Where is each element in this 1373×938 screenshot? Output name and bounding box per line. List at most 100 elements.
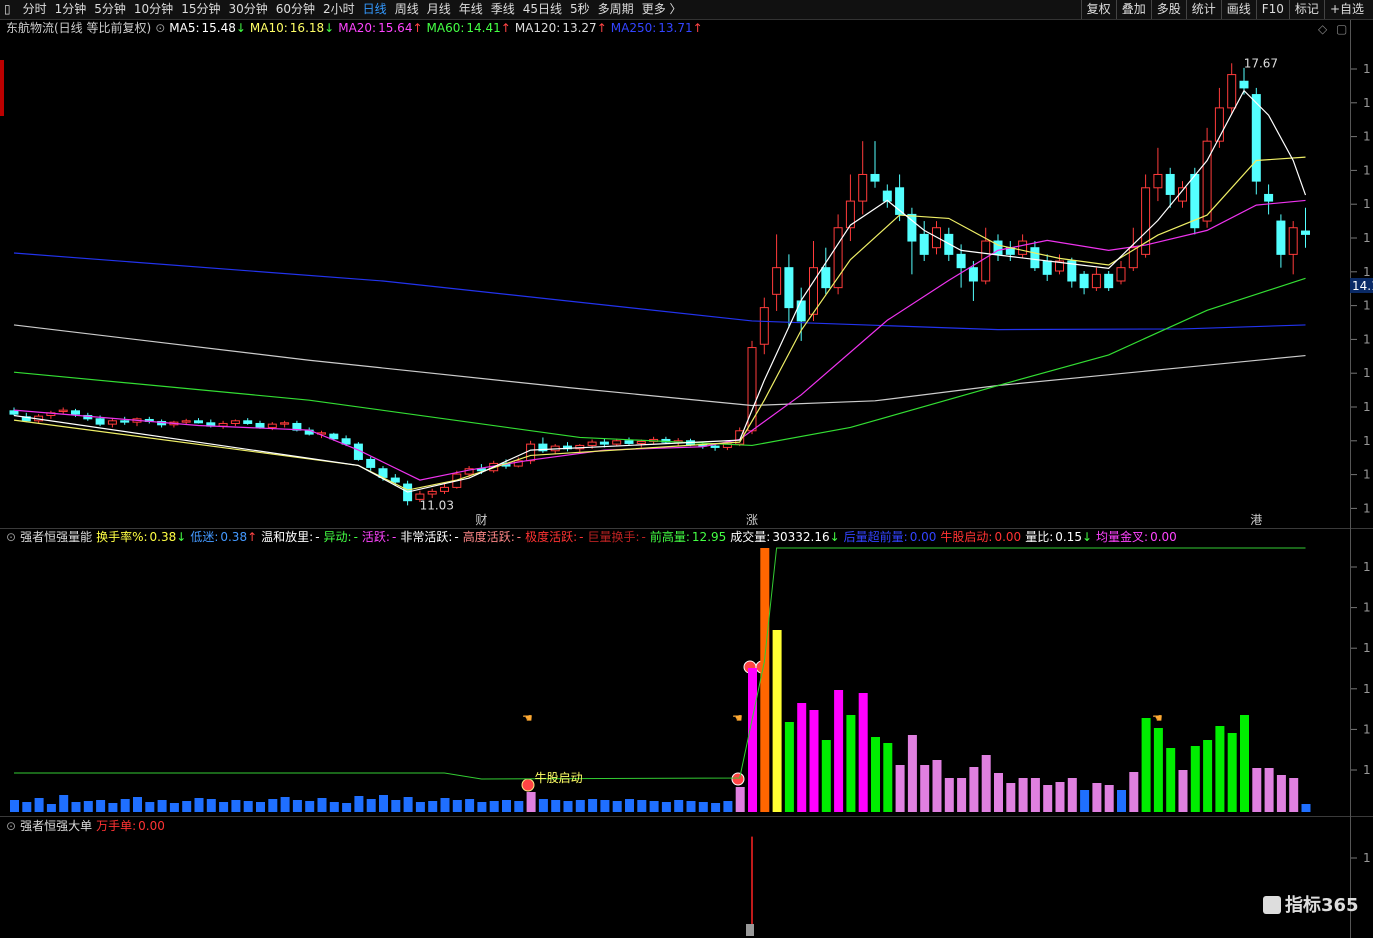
panel-icon[interactable]: ▢ — [1336, 22, 1347, 36]
period-tab[interactable]: 分时 — [22, 2, 47, 16]
candle-body — [1301, 230, 1310, 235]
high-label: 17.67 — [1244, 56, 1278, 70]
volume-bar — [280, 797, 290, 812]
period-tab[interactable]: 季线 — [490, 2, 515, 16]
volume-bar — [772, 630, 782, 812]
volume-bar — [883, 743, 893, 812]
indicator-value: 13.27 — [562, 21, 597, 35]
candle-body — [95, 418, 105, 425]
period-tab[interactable]: 周线 — [394, 2, 419, 16]
candle-body — [870, 173, 880, 182]
axis-label: 1 — [1363, 560, 1371, 574]
volume-bar — [846, 715, 856, 812]
ma-line — [13, 252, 1306, 331]
volume-bar — [1104, 785, 1114, 812]
volume-bar — [379, 795, 388, 812]
candle-body — [526, 443, 536, 462]
panel-icon[interactable]: ◇ — [1318, 22, 1328, 36]
volume-bar — [600, 800, 610, 812]
tool-button[interactable]: 复权 — [1080, 0, 1116, 19]
axis-label: 1 — [1363, 231, 1371, 245]
indicator-item: MA120: 13.27↑ — [515, 21, 607, 35]
period-tab[interactable]: 更多 〉 — [641, 2, 682, 16]
settings-icon[interactable]: ⊙ — [155, 21, 166, 35]
candle-body — [107, 420, 117, 425]
ma-line — [13, 277, 1306, 447]
period-tab[interactable]: 日线 — [362, 2, 387, 16]
axis-label: 1 — [1363, 641, 1371, 655]
axis-label: 1 — [1363, 163, 1371, 177]
event-marker: 港 — [1250, 513, 1262, 527]
indicator-label: 活跃: — [361, 530, 390, 544]
volume-bar — [108, 803, 118, 812]
period-tab[interactable]: 1分钟 — [54, 2, 87, 16]
period-tab[interactable]: 30分钟 — [228, 2, 268, 16]
candle-body — [710, 445, 720, 448]
volume-bar — [1080, 790, 1090, 812]
period-tab[interactable]: 5秒 — [570, 2, 590, 16]
candle-body — [563, 445, 572, 450]
indicator-trend: ↓ — [324, 21, 335, 35]
volume-bar — [71, 802, 81, 812]
candle-body — [796, 300, 806, 322]
candle-body — [9, 410, 19, 415]
indicator-value: 0.00 — [994, 530, 1022, 544]
volume-bar — [22, 802, 32, 812]
candle-body — [944, 233, 954, 255]
period-tab[interactable]: 多周期 — [597, 2, 634, 16]
candle-body — [1018, 240, 1028, 255]
toolbar-icon[interactable]: ▯ — [4, 2, 11, 16]
candle-body — [993, 240, 1003, 255]
ma-line — [13, 156, 1306, 491]
candle-body — [932, 227, 941, 249]
tool-button[interactable]: 标记 — [1288, 0, 1324, 19]
candle-body — [1251, 94, 1261, 182]
indicator-trend: ↑ — [596, 21, 607, 35]
tool-button[interactable]: F10 — [1255, 0, 1289, 19]
indicator-label: 非常活跃: — [400, 530, 453, 544]
indicator-value: - — [579, 530, 584, 544]
candle-body — [1214, 107, 1224, 142]
volume-bar — [1190, 746, 1200, 812]
volume-bar — [1006, 783, 1016, 812]
settings-icon[interactable]: ⊙ — [6, 530, 17, 544]
period-tab[interactable]: 10分钟 — [133, 2, 174, 16]
period-tab[interactable]: 60分钟 — [275, 2, 316, 16]
candle-body — [157, 420, 167, 426]
indicator-label: MA20: — [338, 21, 377, 35]
settings-icon[interactable]: ⊙ — [6, 819, 17, 833]
indicator-value: - — [454, 530, 459, 544]
period-tab[interactable]: 5分钟 — [94, 2, 126, 16]
period-tab[interactable]: 年线 — [458, 2, 483, 16]
volume-bar — [1030, 778, 1040, 812]
volume-bar — [588, 799, 598, 812]
indicator-value: 12.95 — [691, 530, 727, 544]
period-tab[interactable]: 15分钟 — [181, 2, 221, 16]
volume-bar — [120, 799, 130, 812]
candle-body — [1264, 193, 1274, 202]
indicator-value: - — [353, 530, 358, 544]
period-tab[interactable]: 月线 — [426, 2, 451, 16]
indicator-item: MA250: 13.71↑ — [611, 21, 703, 35]
candle-body — [858, 173, 868, 202]
tool-button[interactable]: 统计 — [1185, 0, 1221, 19]
tool-button[interactable]: 叠加 — [1115, 0, 1151, 19]
indicator-item: 极度活跃: - — [525, 530, 583, 544]
period-tab[interactable]: 45日线 — [522, 2, 563, 16]
volume-bar — [981, 755, 991, 812]
period-tab[interactable]: 2小时 — [323, 2, 355, 16]
volume-bar — [1264, 768, 1274, 812]
volume-bar — [563, 801, 573, 812]
tool-button[interactable]: 画线 — [1220, 0, 1256, 19]
indicator-trend: ↑ — [247, 530, 258, 544]
volume-bar — [317, 798, 327, 812]
signal-icon — [743, 660, 757, 674]
volume-bar — [538, 799, 548, 812]
axis-label: 1 — [1363, 62, 1371, 76]
volume-bar — [1289, 778, 1299, 812]
candle-body — [722, 443, 732, 448]
tool-button[interactable]: +自选 — [1323, 0, 1369, 19]
tool-button[interactable]: 多股 — [1150, 0, 1186, 19]
indicator-label: 异动: — [323, 530, 352, 544]
candle-body — [120, 420, 130, 423]
